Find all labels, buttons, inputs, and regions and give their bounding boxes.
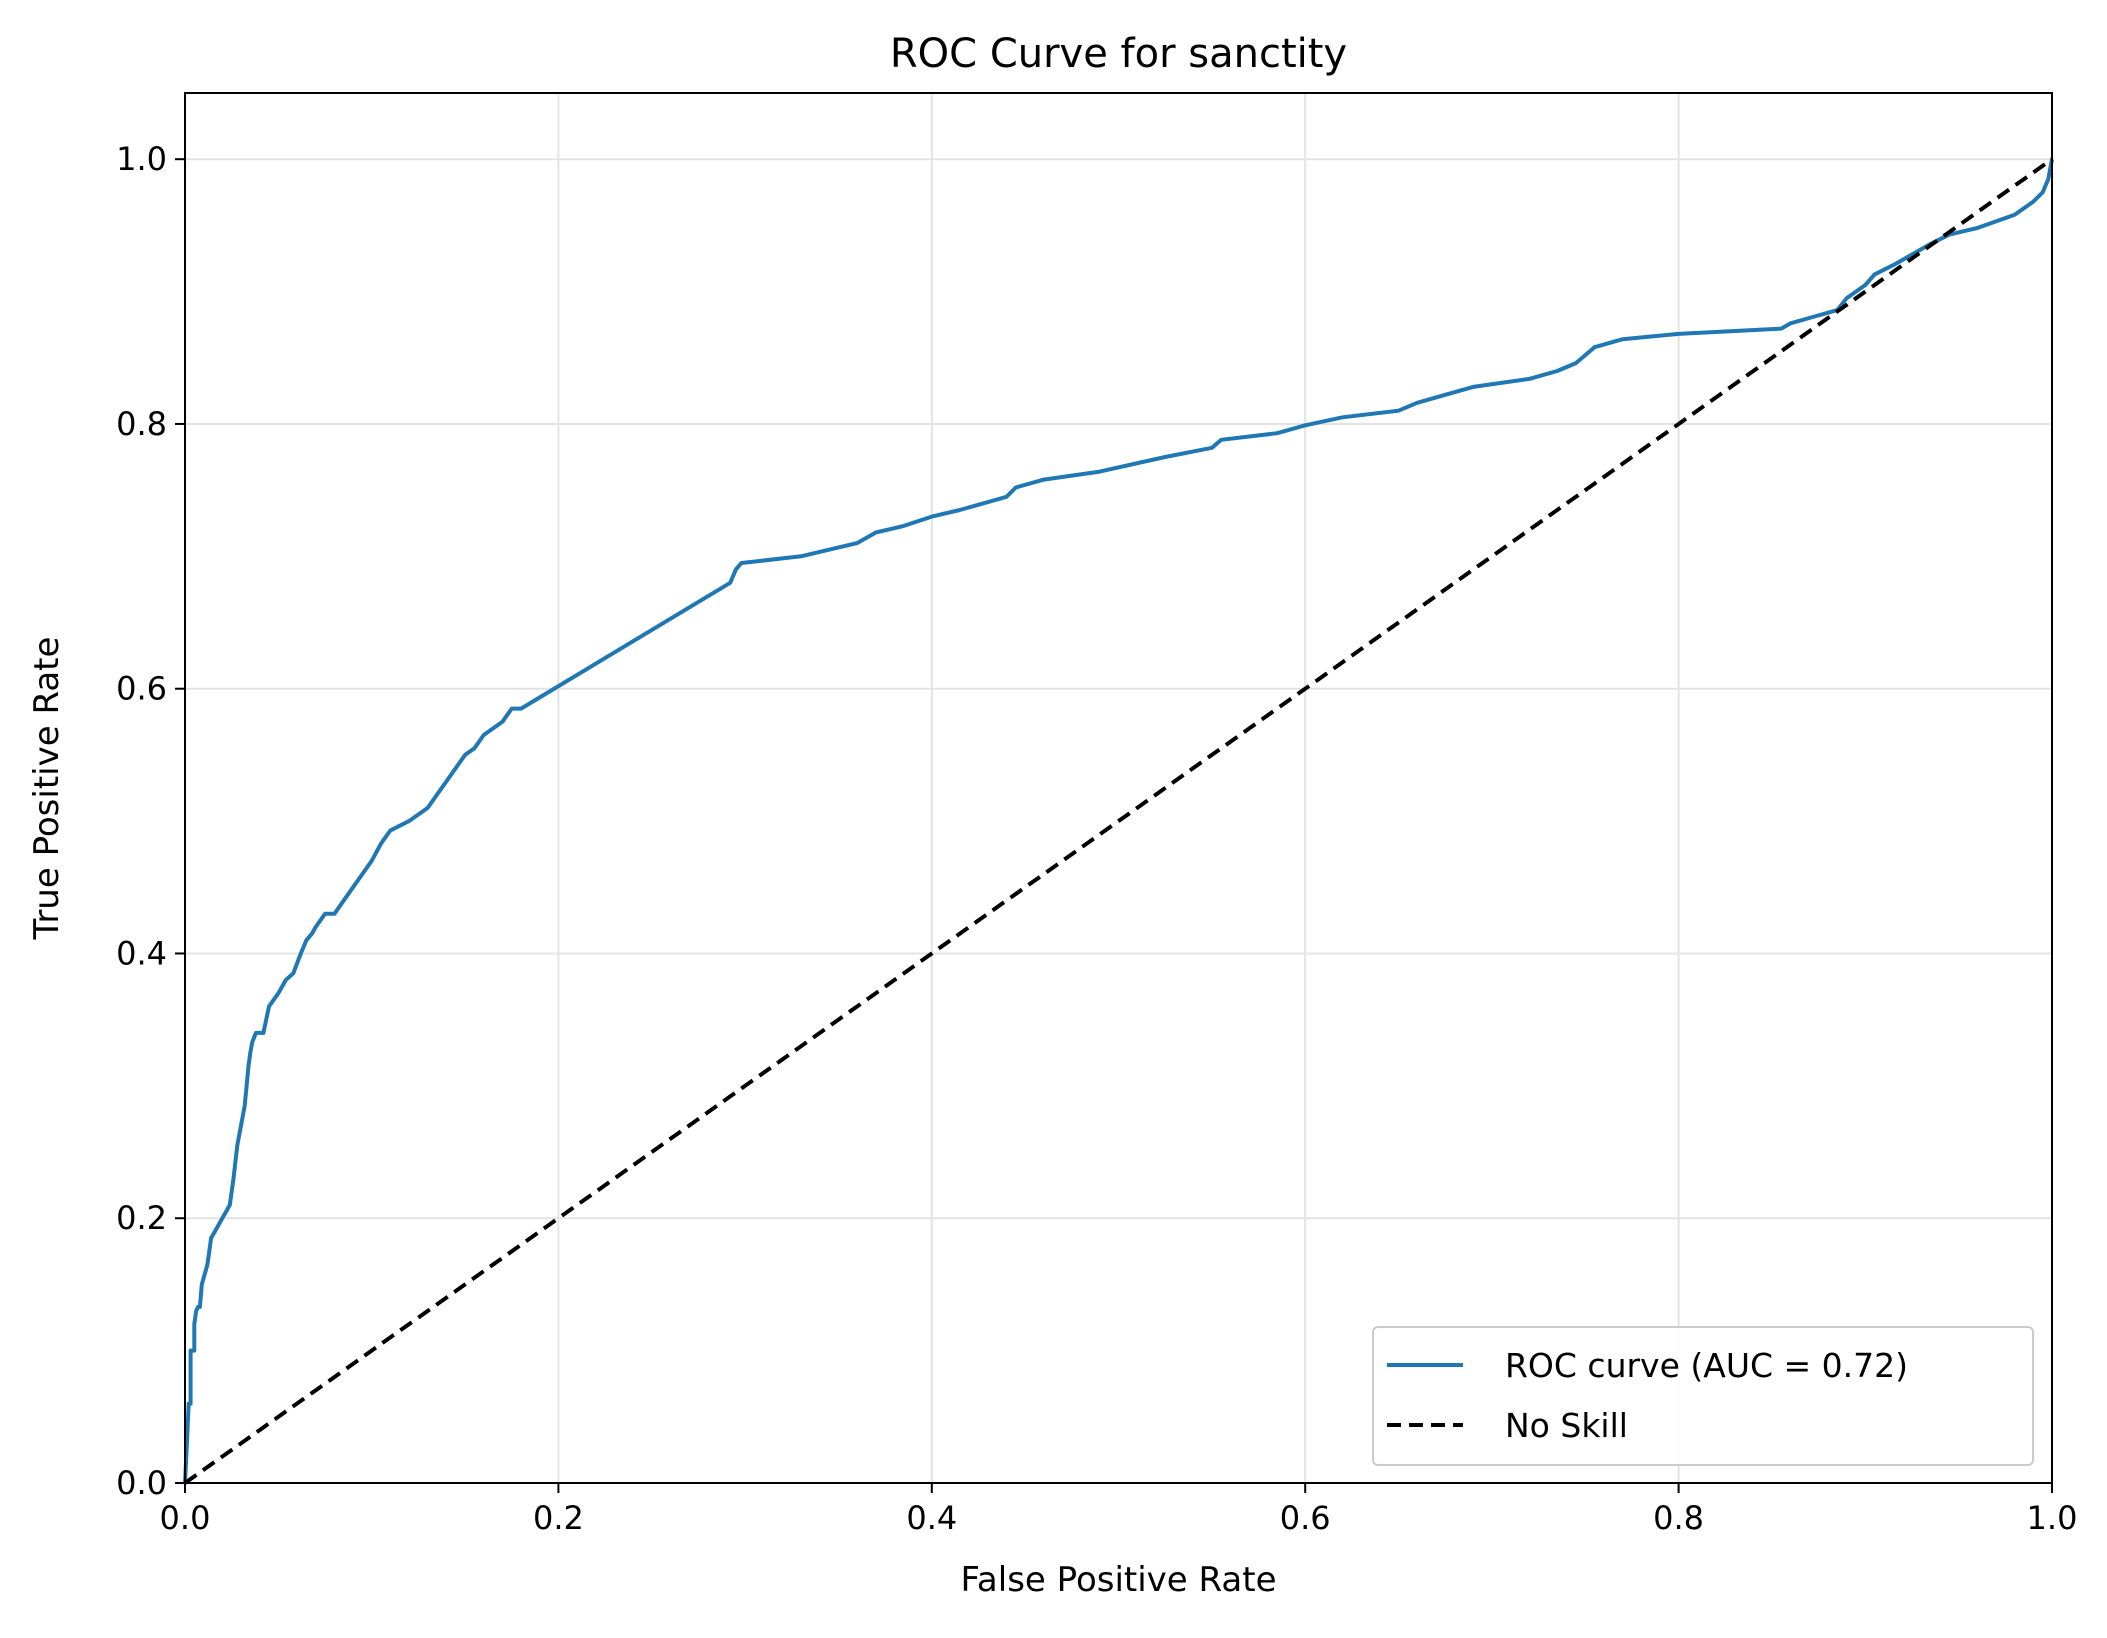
y-tick-label: 1.0 bbox=[116, 140, 167, 178]
y-tick-label: 0.2 bbox=[116, 1199, 167, 1237]
y-axis-title: True Positive Rate bbox=[27, 637, 67, 941]
x-axis-title: False Positive Rate bbox=[961, 1560, 1277, 1600]
x-tick-label: 1.0 bbox=[2027, 1499, 2078, 1537]
chart-title: ROC Curve for sanctity bbox=[890, 31, 1347, 77]
x-tick-label: 0.8 bbox=[1653, 1499, 1704, 1537]
axes-frame bbox=[184, 92, 2053, 1484]
y-axis-ticks: 0.0 0.2 0.4 0.6 0.8 1.0 bbox=[116, 140, 185, 1502]
x-tick-label: 0.0 bbox=[160, 1499, 211, 1537]
x-axis-ticks: 0.0 0.2 0.4 0.6 0.8 1.0 bbox=[160, 1483, 2078, 1537]
legend-no-skill-label: No Skill bbox=[1505, 1406, 1628, 1445]
y-tick-label: 0.0 bbox=[116, 1464, 167, 1502]
legend-box bbox=[1372, 1326, 2034, 1466]
plot-series bbox=[183, 157, 2054, 1485]
roc-curve-line bbox=[183, 158, 2054, 1484]
legend-roc-label: ROC curve (AUC = 0.72) bbox=[1505, 1346, 1908, 1385]
grid-lines bbox=[184, 93, 2053, 1484]
legend: ROC curve (AUC = 0.72) No Skill bbox=[1372, 1326, 2034, 1466]
x-tick-label: 0.2 bbox=[533, 1499, 584, 1537]
y-tick-label: 0.8 bbox=[116, 405, 167, 443]
x-tick-label: 0.6 bbox=[1280, 1499, 1331, 1537]
no-skill-line bbox=[183, 157, 2054, 1485]
y-tick-label: 0.6 bbox=[116, 670, 167, 708]
y-tick-label: 0.4 bbox=[116, 934, 167, 972]
x-tick-label: 0.4 bbox=[906, 1499, 957, 1537]
